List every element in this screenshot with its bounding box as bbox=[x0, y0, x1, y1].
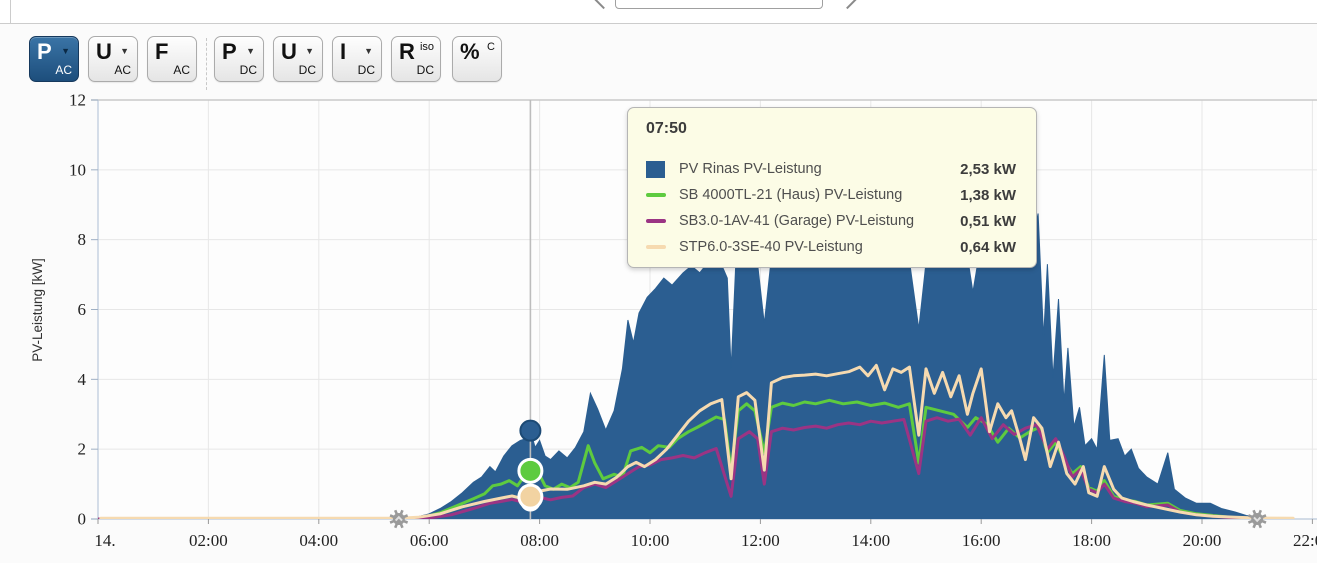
x-tick-label: 16:00 bbox=[962, 531, 1001, 550]
sunset-marker-icon bbox=[1247, 509, 1267, 529]
button-sublabel: AC bbox=[173, 63, 190, 77]
y-tick-label: 0 bbox=[78, 510, 87, 529]
hover-dot-haus bbox=[517, 457, 544, 484]
button-label: U bbox=[281, 39, 297, 64]
button-label: R bbox=[399, 39, 415, 64]
series-swatch-line bbox=[646, 219, 666, 223]
button-label: P bbox=[37, 39, 52, 64]
chevron-down-icon: ▼ bbox=[305, 46, 314, 56]
date-range-input[interactable] bbox=[615, 0, 823, 9]
y-tick-label: 2 bbox=[78, 440, 87, 459]
x-tick-label: 22:00 bbox=[1293, 531, 1317, 550]
x-tick-label: 04:00 bbox=[299, 531, 338, 550]
nav-divider bbox=[10, 0, 11, 23]
toolbar-button-p-dc[interactable]: P ▼ DC bbox=[214, 36, 264, 82]
x-tick-label: 02:00 bbox=[189, 531, 228, 550]
button-label: F bbox=[155, 39, 169, 64]
toolbar-button-riso-dc[interactable]: R iso DC bbox=[391, 36, 441, 82]
button-label: I bbox=[340, 39, 347, 64]
toolbar-button-i-dc[interactable]: I ▼ DC bbox=[332, 36, 382, 82]
series-swatch-area bbox=[646, 160, 666, 178]
button-sublabel: AC bbox=[55, 63, 72, 77]
x-tick-label: 14. bbox=[94, 531, 115, 550]
measurement-toolbar: P ▼ AC U ▼ AC F AC P ▼ DC U ▼ DC I ▼ DC … bbox=[0, 24, 1317, 92]
tooltip-row: STP6.0-3SE-40 PV-Leistung 0,64 kW bbox=[646, 234, 1016, 260]
series-swatch-line bbox=[646, 193, 666, 197]
button-sublabel: DC bbox=[239, 63, 257, 77]
series-swatch-line bbox=[646, 245, 666, 249]
series-line-2 bbox=[98, 416, 1262, 519]
button-sublabel: AC bbox=[114, 63, 131, 77]
tooltip-row: SB 4000TL-21 (Haus) PV-Leistung 1,38 kW bbox=[646, 182, 1016, 208]
hover-dot-stp bbox=[517, 483, 544, 510]
y-tick-label: 12 bbox=[69, 91, 86, 110]
hover-dot-total bbox=[519, 419, 542, 442]
series-label: PV Rinas PV-Leistung bbox=[679, 161, 822, 177]
x-tick-label: 18:00 bbox=[1072, 531, 1111, 550]
y-tick-label: 10 bbox=[69, 160, 86, 179]
series-label: SB 4000TL-21 (Haus) PV-Leistung bbox=[679, 187, 903, 203]
toolbar-button-f-ac[interactable]: F AC bbox=[147, 36, 197, 82]
x-tick-label: 20:00 bbox=[1183, 531, 1222, 550]
y-tick-label: 6 bbox=[78, 300, 87, 319]
series-line-3 bbox=[99, 363, 1295, 519]
button-label: % bbox=[460, 39, 480, 64]
chevron-left-icon[interactable] bbox=[592, 0, 615, 10]
chevron-right-icon[interactable] bbox=[836, 0, 859, 10]
y-axis-title: PV-Leistung [kW] bbox=[30, 258, 45, 362]
button-sublabel: DC bbox=[357, 63, 375, 77]
series-value: 1,38 kW bbox=[960, 186, 1016, 204]
y-tick-label: 8 bbox=[78, 230, 87, 249]
x-tick-label: 10:00 bbox=[631, 531, 670, 550]
tooltip-time: 07:50 bbox=[646, 120, 687, 137]
button-label: P bbox=[222, 39, 237, 64]
chevron-down-icon: ▼ bbox=[246, 46, 255, 56]
x-tick-label: 08:00 bbox=[520, 531, 559, 550]
series-value: 0,51 kW bbox=[960, 212, 1016, 230]
series-value: 2,53 kW bbox=[960, 160, 1016, 178]
x-tick-label: 14:00 bbox=[851, 531, 890, 550]
tooltip-row: SB3.0-1AV-41 (Garage) PV-Leistung 0,51 k… bbox=[646, 208, 1016, 234]
tooltip-row: PV Rinas PV-Leistung 2,53 kW bbox=[646, 156, 1016, 182]
x-tick-label: 12:00 bbox=[741, 531, 780, 550]
button-superscript: C bbox=[487, 41, 495, 53]
toolbar-button-p-ac[interactable]: P ▼ AC bbox=[29, 36, 79, 82]
x-tick-label: 06:00 bbox=[410, 531, 449, 550]
toolbar-button-u-dc[interactable]: U ▼ DC bbox=[273, 36, 323, 82]
toolbar-separator bbox=[206, 38, 207, 90]
button-label: U bbox=[96, 39, 112, 64]
series-label: STP6.0-3SE-40 PV-Leistung bbox=[679, 239, 863, 255]
chart-tooltip: 07:50 PV Rinas PV-Leistung 2,53 kW SB 40… bbox=[627, 107, 1037, 268]
series-label: SB3.0-1AV-41 (Garage) PV-Leistung bbox=[679, 213, 915, 229]
chevron-down-icon: ▼ bbox=[61, 46, 70, 56]
series-value: 0,64 kW bbox=[960, 238, 1016, 256]
button-sublabel: DC bbox=[416, 63, 434, 77]
date-navigation-bar bbox=[0, 0, 1317, 24]
chevron-down-icon: ▼ bbox=[364, 46, 373, 56]
button-superscript: iso bbox=[419, 41, 434, 53]
toolbar-button-percent-c[interactable]: % C bbox=[452, 36, 502, 82]
sunrise-marker-icon bbox=[389, 509, 409, 529]
chevron-down-icon: ▼ bbox=[120, 46, 129, 56]
y-tick-label: 4 bbox=[78, 370, 87, 389]
toolbar-button-u-ac[interactable]: U ▼ AC bbox=[88, 36, 138, 82]
button-sublabel: DC bbox=[298, 63, 316, 77]
